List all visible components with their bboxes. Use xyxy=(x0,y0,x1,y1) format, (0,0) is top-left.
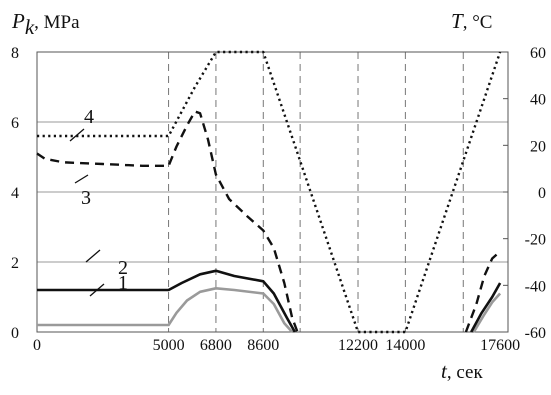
series-4-leader xyxy=(69,128,85,142)
x-tick-label: 17600 xyxy=(480,337,520,354)
x-axis-ticks: 0 5000 6800 8600 12200 14000 17600 xyxy=(33,337,520,354)
y-axis-left-label: Pk, MPa xyxy=(11,9,80,39)
x-tick-label: 0 xyxy=(33,337,41,354)
x-axis-label: t, сек xyxy=(441,359,483,383)
y-right-tick-label: -60 xyxy=(525,325,546,342)
series-2-line-tail xyxy=(470,282,502,333)
y-left-tick-label: 2 xyxy=(11,255,19,272)
y-right-tick-label: 60 xyxy=(530,45,546,62)
x-tick-label: 14000 xyxy=(385,337,425,354)
series-2-line xyxy=(37,269,297,333)
horizontal-gridlines xyxy=(37,51,508,263)
x-tick-label: 12200 xyxy=(338,337,378,354)
series-1-line xyxy=(37,287,294,333)
y-right-tick-label: 40 xyxy=(530,92,546,109)
series-4-line xyxy=(37,50,502,334)
series-3-label: 3 xyxy=(81,187,91,209)
y-right-tick-label: 0 xyxy=(538,185,546,202)
series-3-leader xyxy=(74,174,89,184)
series-1-label: 1 xyxy=(118,272,128,294)
vertical-dashed-lines xyxy=(168,52,464,332)
x-tick-label: 5000 xyxy=(153,337,185,354)
y-left-tick-label: 4 xyxy=(11,185,19,202)
series-3-line xyxy=(36,110,299,333)
y-right-tick-label: 20 xyxy=(530,138,546,155)
y-axis-right-label: T, °C xyxy=(451,9,492,33)
y-right-tick-label: -40 xyxy=(525,278,546,295)
left-axis-ticks: 0 2 4 6 8 xyxy=(11,45,19,342)
series-3-line-tail xyxy=(464,250,501,333)
y-left-tick-label: 0 xyxy=(11,325,19,342)
x-tick-label: 8600 xyxy=(247,337,279,354)
series-labels: 12 3 4 xyxy=(69,106,128,297)
series-4-label: 4 xyxy=(84,106,94,128)
y-right-tick-label: -20 xyxy=(525,232,546,249)
x-tick-label: 6800 xyxy=(200,337,232,354)
series-2-leader xyxy=(85,249,101,263)
series-2-label: 2 xyxy=(118,257,128,279)
series-layer xyxy=(36,50,502,334)
y-left-tick-label: 6 xyxy=(11,115,19,132)
right-axis-ticks: -60 -40 -20 0 20 40 60 xyxy=(503,45,546,342)
series-1-line-tail xyxy=(472,292,502,333)
series-1-leader xyxy=(89,283,105,297)
y-left-tick-label: 8 xyxy=(11,45,19,62)
